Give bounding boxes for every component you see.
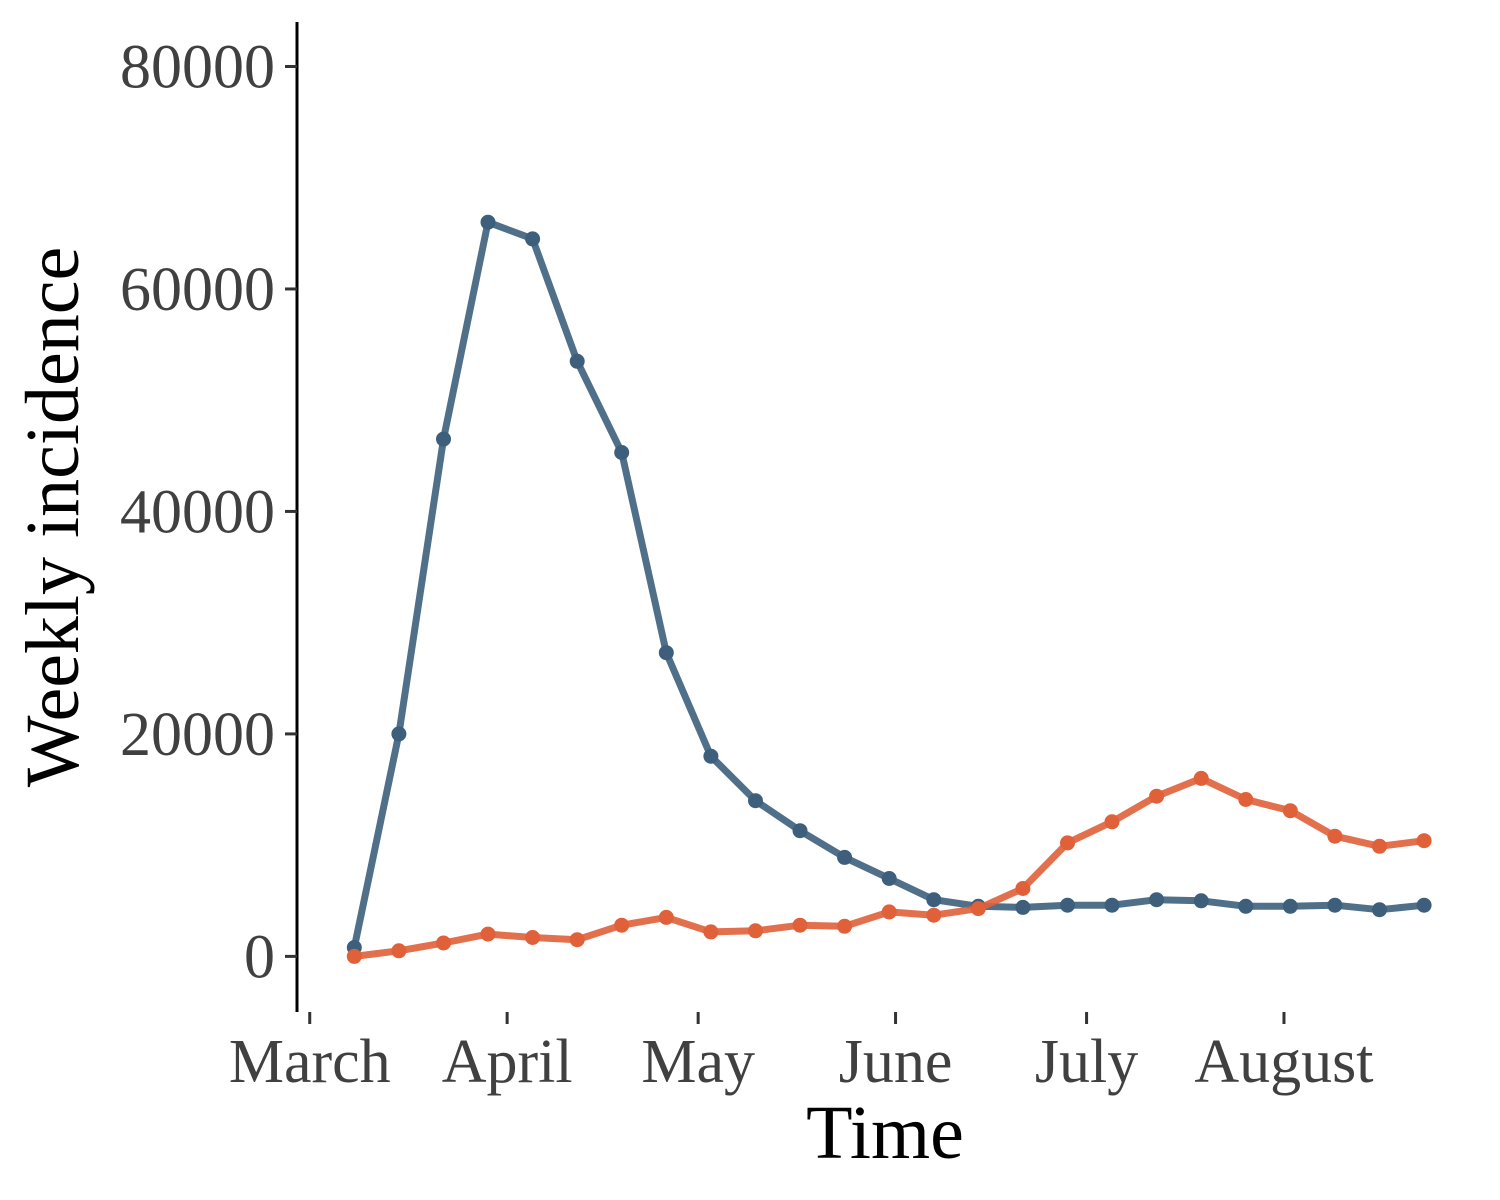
data-point	[436, 935, 451, 951]
series	[346, 214, 1432, 964]
data-point	[1416, 897, 1432, 913]
x-tick-label: April	[442, 1028, 573, 1096]
data-point	[1060, 835, 1075, 851]
data-point	[792, 823, 808, 839]
data-point	[748, 923, 763, 939]
data-point	[1416, 833, 1432, 849]
data-point	[792, 917, 808, 933]
data-point	[569, 353, 585, 369]
y-tick-label: 80000	[120, 33, 275, 101]
data-point	[837, 918, 853, 934]
data-point	[525, 930, 541, 945]
x-tick-label: March	[229, 1028, 391, 1096]
data-point	[881, 904, 897, 920]
x-tick-label: August	[1194, 1028, 1373, 1096]
data-point	[480, 926, 496, 942]
data-point	[1149, 788, 1165, 804]
y-tick-label: 60000	[120, 256, 275, 324]
y-tick-label: 40000	[120, 478, 275, 546]
data-point	[1327, 897, 1343, 913]
y-tick-label: 20000	[120, 701, 275, 769]
data-point	[1282, 898, 1298, 914]
data-point	[703, 748, 719, 764]
data-point	[1372, 838, 1387, 854]
data-point	[1193, 770, 1209, 786]
y-ticks: 0 20000 40000 60000 80000	[120, 33, 297, 991]
data-point	[658, 645, 674, 661]
data-point	[391, 726, 407, 742]
data-point	[1149, 892, 1165, 908]
y-tick-label: 0	[244, 923, 275, 991]
data-point	[346, 948, 362, 964]
data-point	[1104, 814, 1120, 830]
data-point	[480, 214, 496, 230]
data-point	[1015, 899, 1031, 915]
data-point	[881, 871, 897, 886]
data-point	[837, 849, 853, 865]
data-point	[569, 932, 585, 948]
x-tick-label: May	[641, 1028, 755, 1096]
data-point	[525, 231, 541, 247]
data-point	[926, 892, 942, 908]
data-point	[391, 943, 407, 959]
series-1	[346, 214, 1432, 955]
data-point	[1327, 828, 1343, 844]
data-point	[658, 909, 674, 925]
series-2	[346, 770, 1432, 964]
data-point	[436, 431, 451, 447]
x-tick-label: June	[839, 1028, 953, 1096]
data-point	[1282, 803, 1298, 819]
data-point	[1104, 897, 1120, 913]
x-tick-label: July	[1035, 1028, 1138, 1096]
data-point	[1193, 893, 1209, 909]
data-point	[1060, 897, 1075, 913]
data-point	[1015, 881, 1031, 896]
x-axis-title: Time	[806, 1091, 964, 1175]
data-point	[614, 445, 630, 460]
data-point	[926, 907, 942, 923]
data-point	[703, 924, 719, 940]
data-point	[1372, 902, 1387, 918]
data-point	[970, 901, 986, 917]
data-point	[1238, 898, 1254, 914]
data-point	[614, 917, 630, 933]
y-axis-title: Weekly incidence	[11, 247, 95, 787]
data-point	[748, 793, 763, 809]
series-line	[353, 774, 1425, 960]
series-line	[350, 218, 1425, 949]
data-point	[1238, 792, 1254, 807]
x-ticks: March April May June July August	[229, 1012, 1374, 1096]
